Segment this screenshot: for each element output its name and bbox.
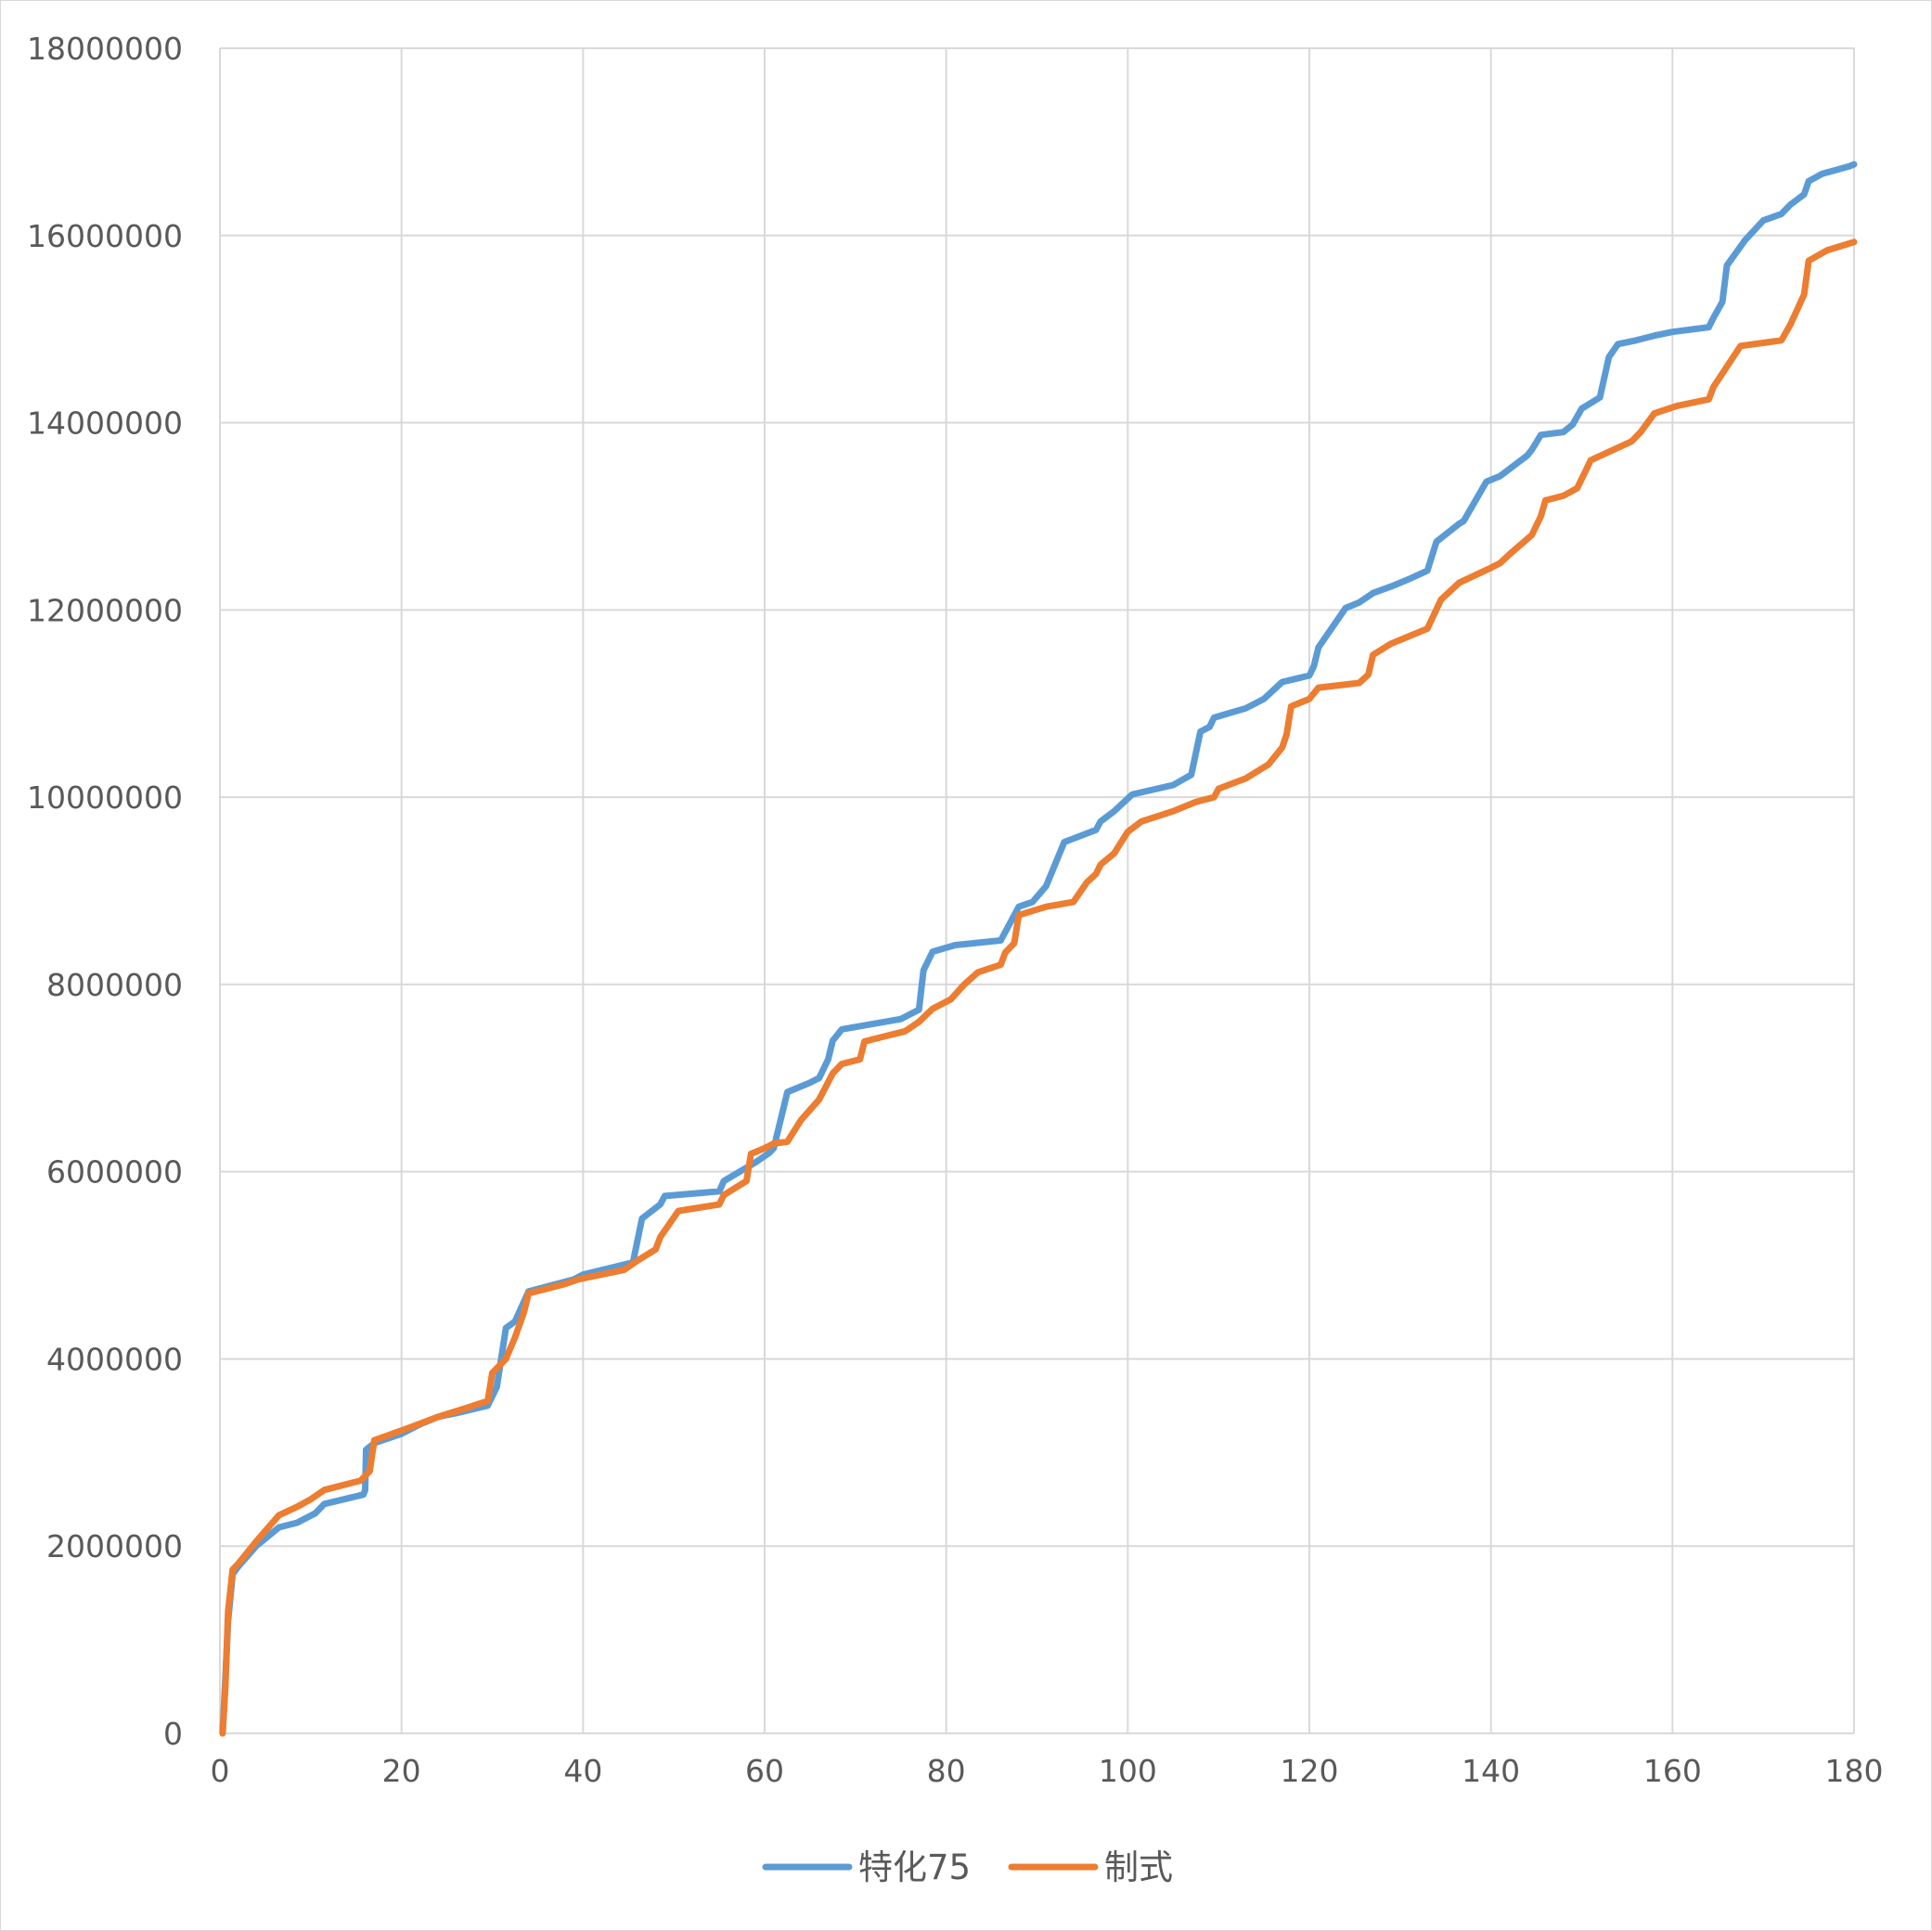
x-axis-tick-labels: 0 20 40 60 80 100 120 140 160 180 xyxy=(211,1753,1884,1789)
gridlines xyxy=(219,47,1855,1734)
series-line-2 xyxy=(219,238,1858,1737)
y-tick-label: 6000000 xyxy=(46,1154,183,1191)
y-tick-label: 2000000 xyxy=(46,1528,183,1564)
x-tick-label: 100 xyxy=(1099,1753,1157,1789)
series-line-1 xyxy=(219,161,1858,1737)
x-tick-label: 140 xyxy=(1462,1753,1520,1789)
y-tick-label: 0 xyxy=(163,1716,183,1752)
legend: 特化75 制式 xyxy=(762,1847,1173,1887)
y-tick-label: 8000000 xyxy=(46,967,183,1003)
y-tick-label: 16000000 xyxy=(27,218,183,254)
x-tick-label: 0 xyxy=(211,1753,230,1789)
series-lines xyxy=(219,161,1858,1737)
y-tick-label: 12000000 xyxy=(27,592,183,628)
legend-label-2: 制式 xyxy=(1104,1847,1173,1887)
x-tick-label: 80 xyxy=(927,1753,966,1789)
y-tick-label: 18000000 xyxy=(27,31,183,67)
x-tick-label: 160 xyxy=(1643,1753,1702,1789)
x-tick-label: 60 xyxy=(745,1753,784,1789)
y-tick-label: 14000000 xyxy=(27,406,183,442)
x-tick-label: 40 xyxy=(563,1753,602,1789)
x-tick-label: 180 xyxy=(1825,1753,1884,1789)
x-tick-label: 20 xyxy=(382,1753,421,1789)
y-axis-tick-labels: 0 2000000 4000000 6000000 8000000 10000000 120… xyxy=(27,31,183,1752)
y-tick-label: 10000000 xyxy=(27,779,183,816)
x-tick-label: 120 xyxy=(1281,1753,1339,1789)
y-tick-label: 4000000 xyxy=(46,1341,183,1377)
legend-label-1: 特化75 xyxy=(858,1847,971,1887)
